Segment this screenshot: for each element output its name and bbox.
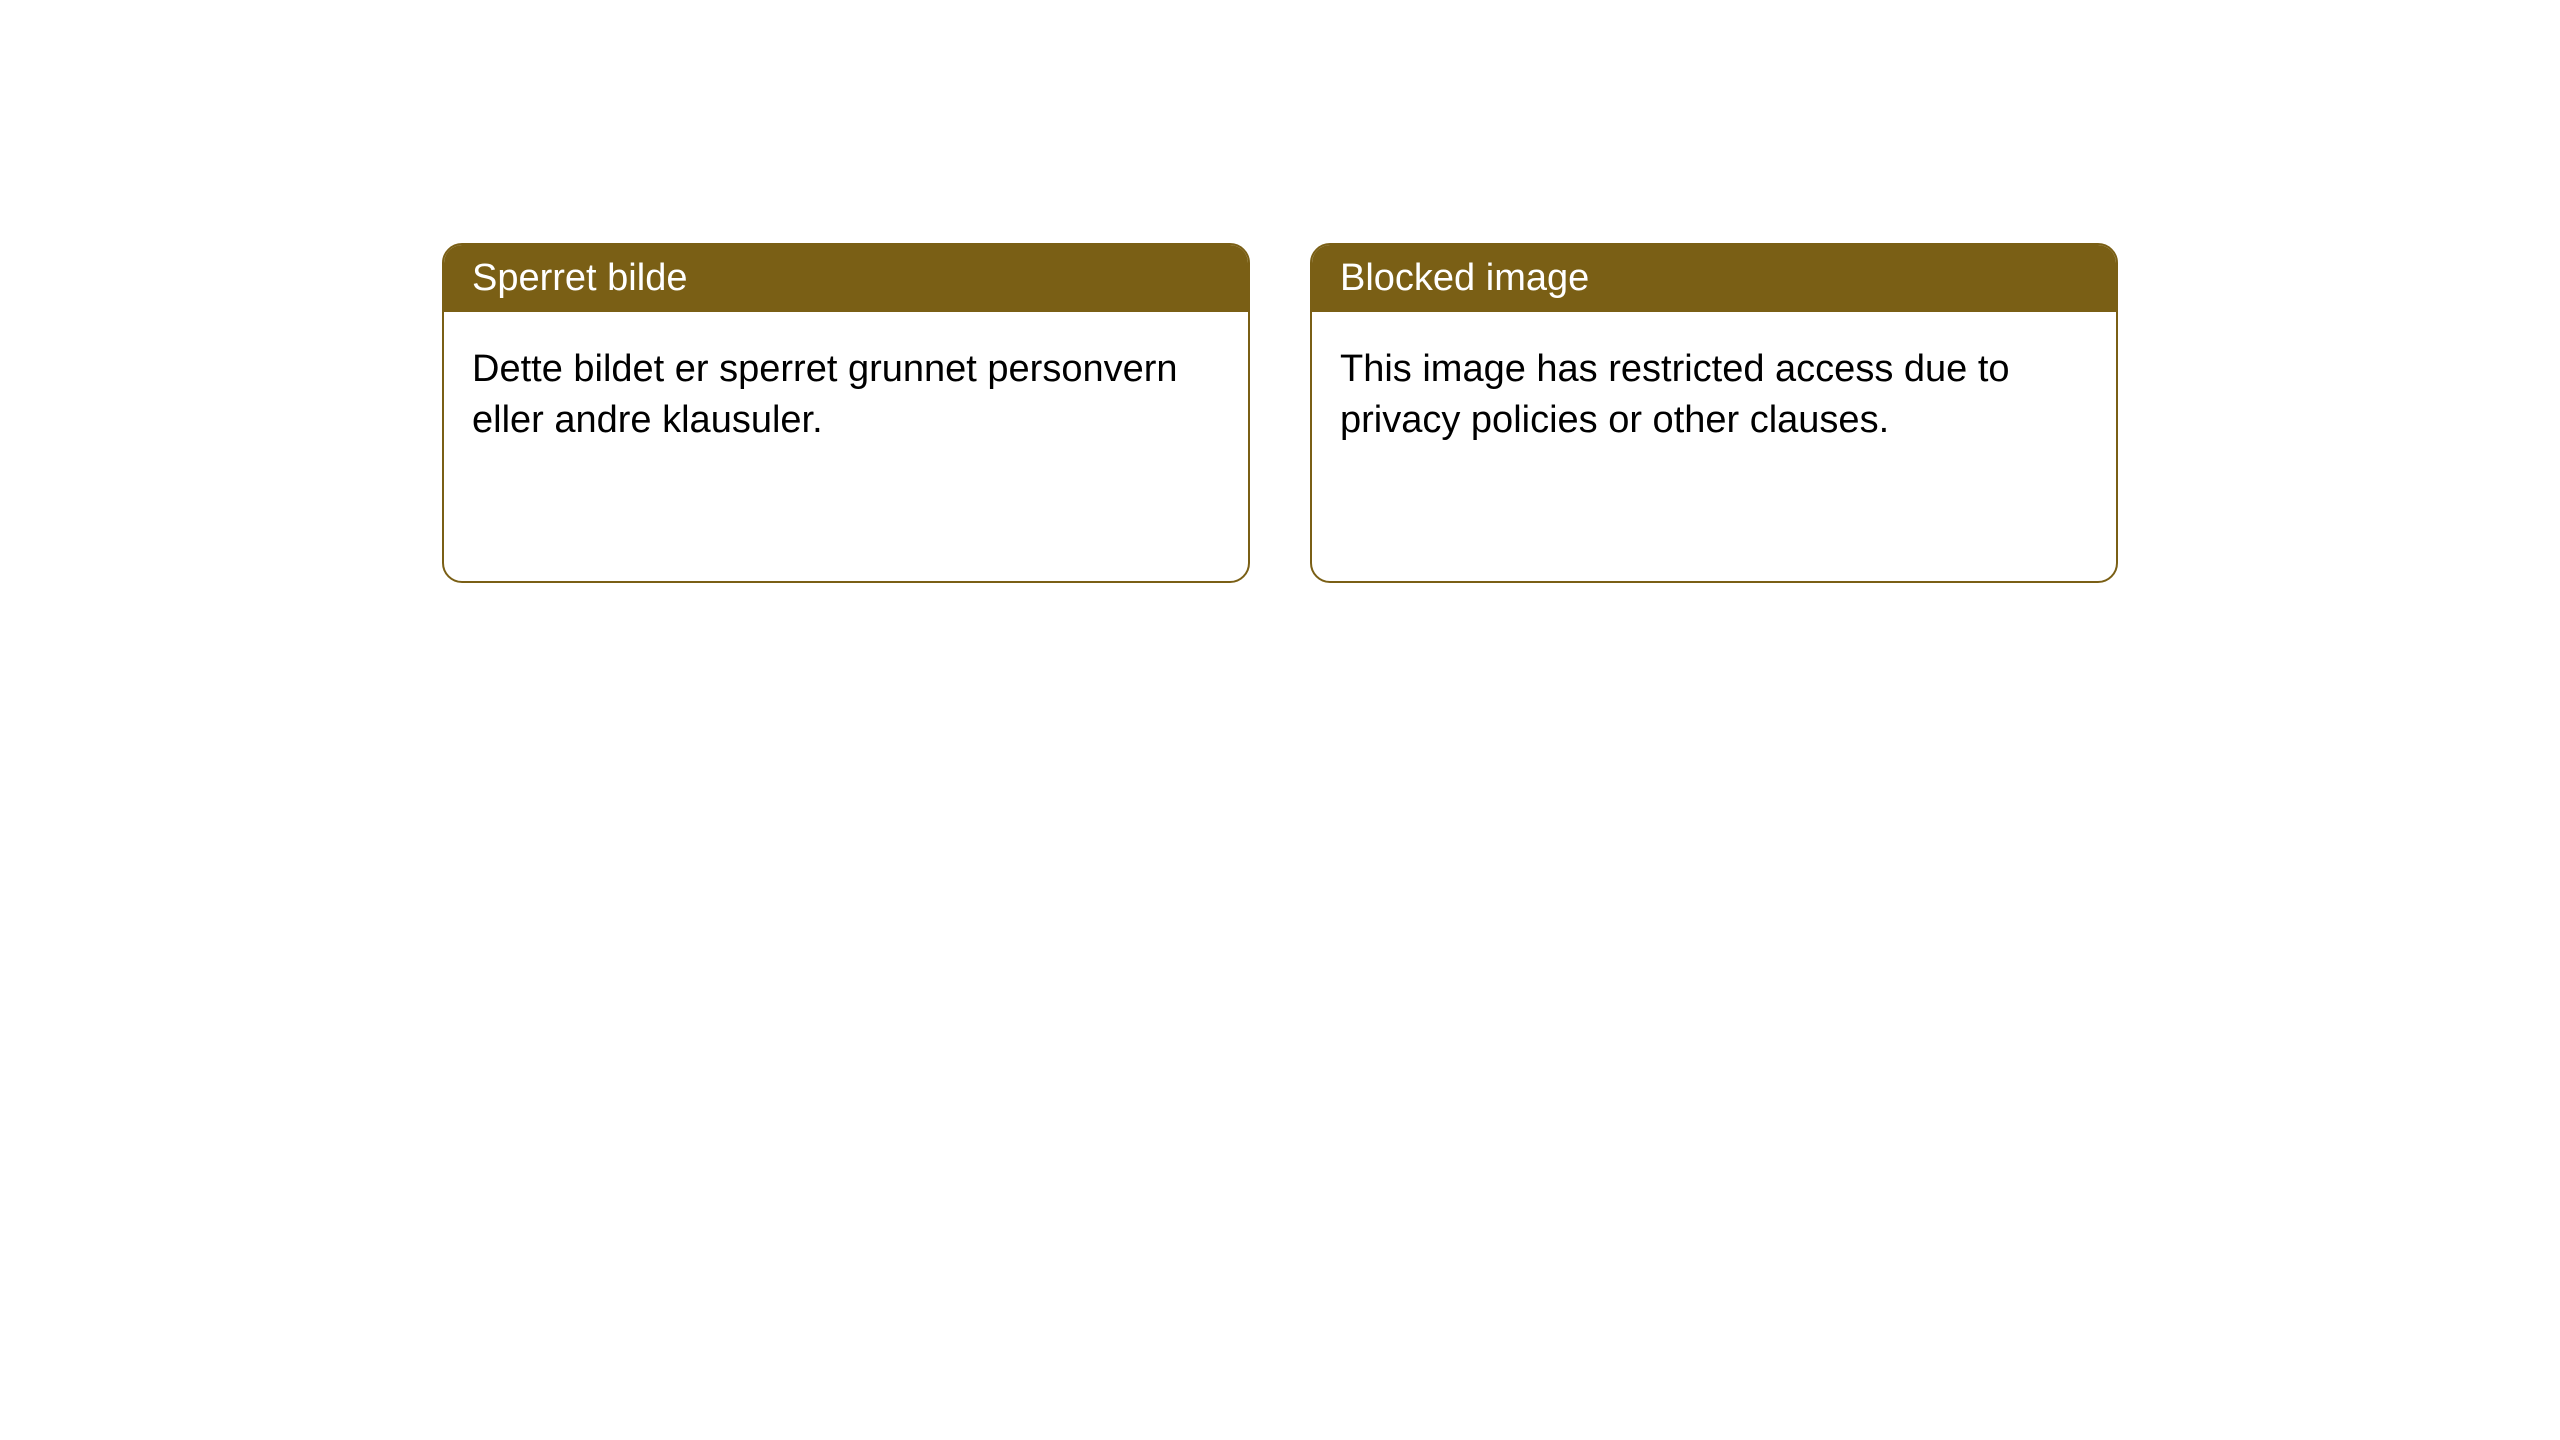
notice-box-norwegian: Sperret bilde Dette bildet er sperret gr… — [442, 243, 1250, 583]
notice-header-english: Blocked image — [1312, 245, 2116, 312]
notice-header-norwegian: Sperret bilde — [444, 245, 1248, 312]
notice-body-english: This image has restricted access due to … — [1312, 312, 2116, 479]
notice-text-norwegian: Dette bildet er sperret grunnet personve… — [472, 348, 1178, 441]
notice-text-english: This image has restricted access due to … — [1340, 348, 2010, 441]
notices-container: Sperret bilde Dette bildet er sperret gr… — [442, 243, 2118, 1440]
notice-body-norwegian: Dette bildet er sperret grunnet personve… — [444, 312, 1248, 479]
notice-title-english: Blocked image — [1340, 257, 1589, 299]
notice-title-norwegian: Sperret bilde — [472, 257, 687, 299]
notice-box-english: Blocked image This image has restricted … — [1310, 243, 2118, 583]
